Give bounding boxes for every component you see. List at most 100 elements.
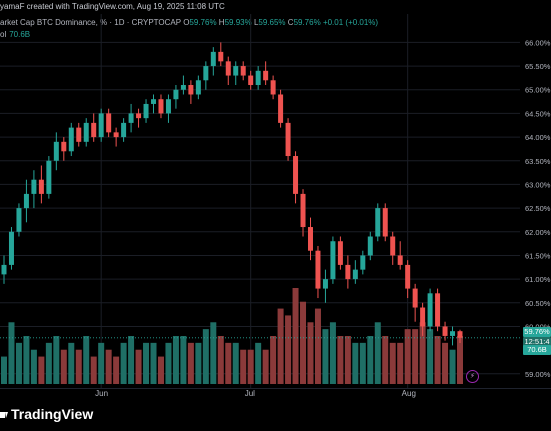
candle-body [113,132,119,138]
y-tick-label: 64.00% [525,133,551,142]
candle-body [158,99,164,114]
volume-bar [389,342,396,384]
candle-body [435,293,441,327]
last-price-tag: 59.76% [523,327,551,337]
volume-bar [322,329,329,384]
candle-body [345,264,351,280]
candle-body [151,99,157,104]
candle-body [188,85,194,95]
y-tick-label: 65.00% [525,86,551,95]
candle-body [173,89,179,100]
volume-bar [352,342,359,384]
candle-body [76,127,82,142]
volume-bar [359,342,366,384]
volume-bar [165,342,172,384]
volume-bar [449,349,456,384]
candle-body [210,51,216,67]
candle-body [293,156,299,194]
volume-tag: 70.6B [523,345,551,355]
y-tick-label: 64.50% [525,109,551,118]
volume-bar [307,322,314,384]
candle-body [278,94,284,123]
candle-body [180,85,186,90]
volume-bar [457,336,463,384]
volume-legend: ol 70.6B [0,30,30,39]
candle-body [255,70,261,86]
candle-body [128,113,134,123]
volume-bar [374,322,381,384]
candle-body [412,288,418,308]
candle-body [195,80,201,95]
volume-bar [45,342,52,384]
candle-body [322,279,328,289]
candle-body [442,326,448,336]
candle-body [450,331,456,336]
ohlc-change: +0.01 (+0.01%) [322,18,379,27]
volume-bar [232,342,239,384]
volume-bar [30,349,37,384]
volume-bar [210,322,217,384]
volume-bar [38,356,45,384]
candle-body [300,193,306,228]
candle-body [405,264,411,289]
candle-body [23,193,29,209]
candle-body [285,122,291,157]
lightning-bolt-icon[interactable]: ⚡ [466,370,479,383]
candle-body [8,231,14,265]
ohlc-high: 59.93% [224,18,252,27]
x-tick-label: Jul [245,389,255,398]
ohlc-close: 59.76% [293,18,321,27]
candle-body [91,122,97,138]
candle-body [420,307,426,327]
volume-bar [135,349,142,384]
y-tick-label: 63.50% [525,157,551,166]
candle-body [233,66,239,76]
volume-bar [128,336,135,384]
volume-bar [419,322,426,384]
symbol-title: arket Cap BTC Dominance, % · 1D · CRYPTO… [0,18,181,27]
volume-bar [344,336,351,384]
volume-bar [397,342,404,384]
candle-body [38,179,44,194]
candle-body [367,236,373,256]
brand-name: TradingView [11,406,94,422]
volume-bar [300,301,307,384]
volume-bar [8,322,15,384]
candle-body [248,75,254,86]
candle-body [203,66,209,81]
y-tick-label: 60.50% [525,299,551,308]
x-tick-label: Jun [95,389,108,398]
candle-body [61,141,67,152]
tradingview-logo-icon [0,408,8,420]
volume-bar [255,342,262,384]
volume-bar [270,336,277,384]
y-tick-label: 63.00% [525,180,551,189]
ohlc-open: 59.76% [189,18,217,27]
volume-bar [434,336,441,384]
countdown-tag: 12:51:4 [523,337,551,347]
candle-body [225,61,231,76]
candle-body [83,122,89,142]
y-tick-label: 62.50% [525,204,551,213]
symbol-legend: arket Cap BTC Dominance, % · 1D · CRYPTO… [0,18,378,27]
volume-bar [187,342,194,384]
volume-bar [427,329,434,384]
candle-body [218,51,224,62]
x-tick-label: Aug [402,389,416,398]
volume-bar [240,349,247,384]
volume-bar [15,342,22,384]
candle-body [352,269,358,280]
volume-bar [90,356,97,384]
ohlc-low: 59.65% [258,18,286,27]
candle-body [53,141,59,161]
candle-body [16,208,22,232]
candle-body [397,255,403,265]
volume-bar [337,336,344,384]
y-tick-label: 59.00% [525,370,551,379]
volume-bar [292,288,299,384]
volume-bar [217,336,224,384]
y-tick-label: 66.00% [525,38,551,47]
volume-bar [1,356,7,384]
volume-bar [285,315,292,384]
